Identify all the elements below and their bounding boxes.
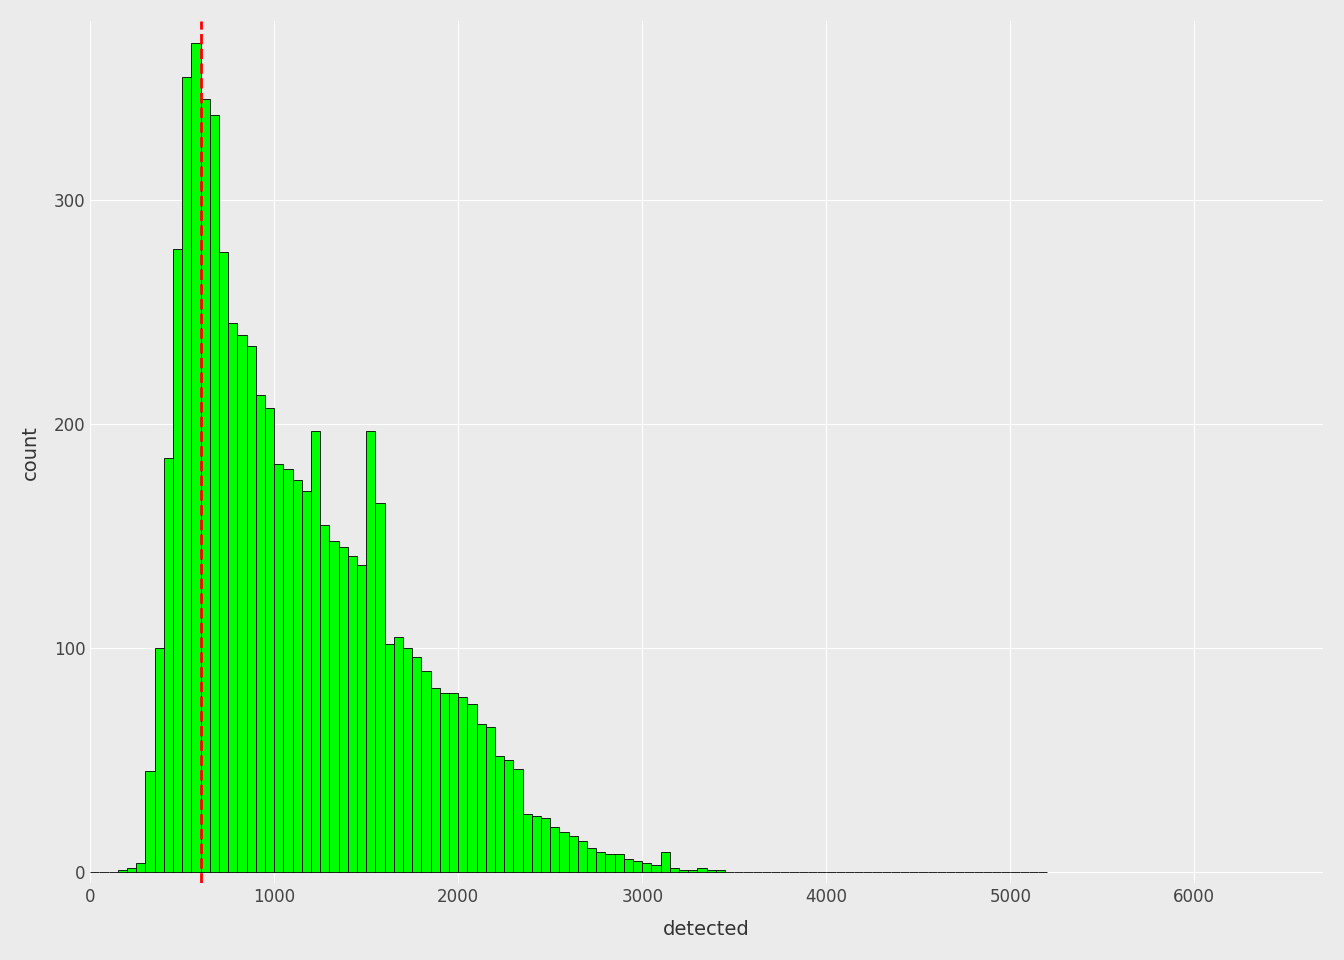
Bar bbox=[358, 565, 367, 873]
Bar bbox=[145, 772, 155, 873]
Bar bbox=[430, 688, 439, 873]
Bar bbox=[375, 502, 384, 873]
Bar bbox=[624, 859, 633, 873]
Bar bbox=[633, 861, 642, 873]
Y-axis label: count: count bbox=[22, 424, 40, 480]
Bar bbox=[468, 705, 477, 873]
Bar bbox=[302, 492, 310, 873]
Bar bbox=[477, 725, 487, 873]
Bar bbox=[716, 870, 726, 873]
Bar bbox=[487, 727, 495, 873]
Bar bbox=[219, 252, 228, 873]
Bar bbox=[587, 848, 597, 873]
Bar bbox=[247, 346, 255, 873]
Bar bbox=[449, 693, 458, 873]
Bar bbox=[403, 648, 413, 873]
Bar bbox=[523, 814, 532, 873]
Bar bbox=[329, 540, 339, 873]
Bar bbox=[458, 698, 468, 873]
Bar bbox=[265, 408, 274, 873]
Bar bbox=[255, 395, 265, 873]
Bar bbox=[128, 868, 136, 873]
Bar bbox=[679, 870, 688, 873]
Bar bbox=[606, 854, 614, 873]
Bar bbox=[495, 756, 504, 873]
Bar bbox=[413, 658, 422, 873]
Bar bbox=[513, 769, 523, 873]
Bar bbox=[614, 854, 624, 873]
Bar bbox=[339, 547, 348, 873]
Bar bbox=[384, 644, 394, 873]
Bar bbox=[136, 863, 145, 873]
Bar bbox=[228, 324, 238, 873]
Bar bbox=[210, 115, 219, 873]
Bar bbox=[532, 816, 542, 873]
Bar bbox=[191, 43, 200, 873]
Bar bbox=[394, 637, 403, 873]
Bar bbox=[164, 458, 173, 873]
Bar bbox=[238, 334, 247, 873]
Bar bbox=[422, 671, 430, 873]
Bar bbox=[597, 852, 606, 873]
Bar bbox=[274, 465, 284, 873]
Bar bbox=[698, 868, 707, 873]
Bar bbox=[320, 525, 329, 873]
Bar bbox=[688, 870, 698, 873]
Bar bbox=[642, 863, 652, 873]
Bar bbox=[348, 556, 358, 873]
Bar bbox=[310, 431, 320, 873]
Bar bbox=[173, 250, 183, 873]
Bar bbox=[707, 870, 716, 873]
Bar bbox=[183, 77, 191, 873]
Bar bbox=[200, 99, 210, 873]
Bar bbox=[578, 841, 587, 873]
Bar bbox=[550, 828, 559, 873]
Bar bbox=[118, 870, 128, 873]
Bar bbox=[559, 832, 569, 873]
Bar bbox=[504, 760, 513, 873]
Bar bbox=[367, 431, 375, 873]
Bar bbox=[542, 819, 550, 873]
Bar bbox=[652, 866, 661, 873]
Bar bbox=[669, 868, 679, 873]
Bar bbox=[284, 468, 293, 873]
Bar bbox=[293, 480, 302, 873]
Bar bbox=[661, 852, 669, 873]
X-axis label: detected: detected bbox=[664, 921, 750, 939]
Bar bbox=[439, 693, 449, 873]
Bar bbox=[569, 836, 578, 873]
Bar bbox=[155, 648, 164, 873]
